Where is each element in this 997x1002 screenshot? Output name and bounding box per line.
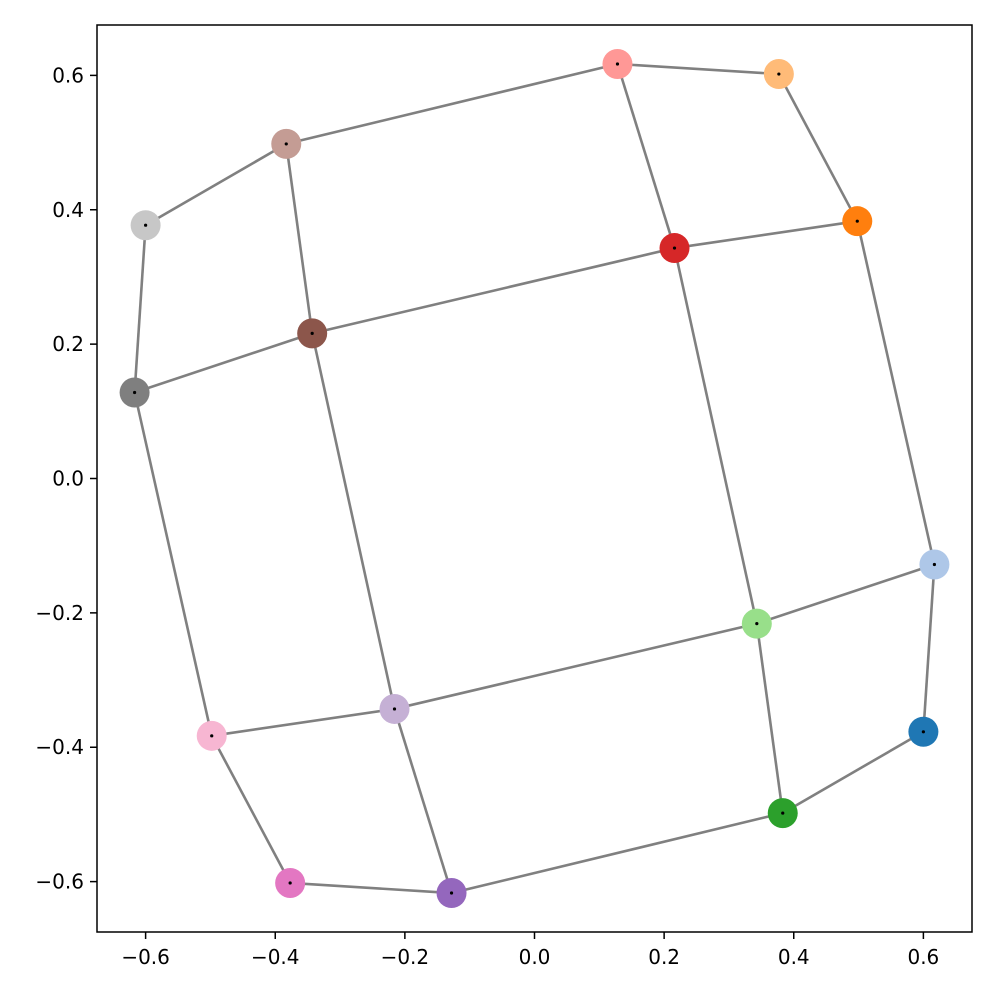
scatter-point-center [672,246,677,250]
y-tick-label: −0.6 [35,870,84,894]
scatter-point-center [210,734,214,738]
grid-edge-line [290,881,452,895]
grid-edge-line [777,73,859,222]
scatter-point-center [855,219,859,223]
scatter-point-center [284,142,288,146]
y-tick-label: −0.4 [35,735,84,759]
scatter-point-center [144,223,148,227]
grid-edge-line [133,225,147,393]
y-tick-label: −0.2 [35,601,84,625]
y-tick-label: 0.0 [52,467,84,491]
grid-edge-line [616,63,676,249]
grid-edge-line [285,62,618,146]
point-centers-layer [132,62,937,895]
scatter-point-center [288,881,292,885]
grid-edge-line [451,811,784,895]
scatter-point-center [932,562,937,567]
grid-edge-line [673,247,759,624]
grid-edge-line [144,142,287,227]
x-tick-label: −0.6 [121,945,170,969]
scatter-point-center [921,730,925,734]
grid-edge-line [210,735,292,884]
grid-edge-line [134,332,313,394]
grid-edge-line [674,219,858,250]
scatter-point-center [132,390,137,395]
grid-edge-line [856,220,936,565]
scatter-point-center [615,62,620,66]
scatter-point-center [392,707,397,711]
grid-edge-line [133,392,213,737]
scatter-point-center [310,331,314,335]
grid-edge-line [393,708,453,894]
x-tick-label: 0.2 [648,945,680,969]
grid-edge-line [284,143,314,334]
scatter-point-center [781,811,785,815]
scatter-point-center [449,891,454,895]
x-tick-label: 0.0 [519,945,551,969]
x-tick-label: −0.2 [381,945,430,969]
scatter-point-center [755,622,759,626]
grid-edge-line [311,246,675,335]
grid-edge-line [756,563,935,625]
y-tick-label: 0.2 [52,332,84,356]
x-tick-label: 0.4 [778,945,810,969]
grid-lines-layer [133,62,936,895]
x-tick-label: −0.4 [251,945,300,969]
y-axis: −0.6 −0.4 −0.2 0.0 0.2 0.4 0.6 [35,63,97,894]
scatter-point-center [777,72,781,76]
grid-edge-line [755,623,785,814]
grid-edge-line [782,730,925,815]
x-axis: −0.6 −0.4 −0.2 0.0 0.2 0.4 0.6 [121,932,939,969]
y-tick-label: 0.4 [52,198,84,222]
grid-edge-line [211,707,395,738]
y-tick-label: 0.6 [52,63,84,87]
grid-edge-line [922,564,936,732]
grid-edge-line [617,62,779,76]
grid-edge-line [310,333,396,710]
x-tick-label: 0.6 [907,945,939,969]
grid-edge-line [394,622,758,711]
